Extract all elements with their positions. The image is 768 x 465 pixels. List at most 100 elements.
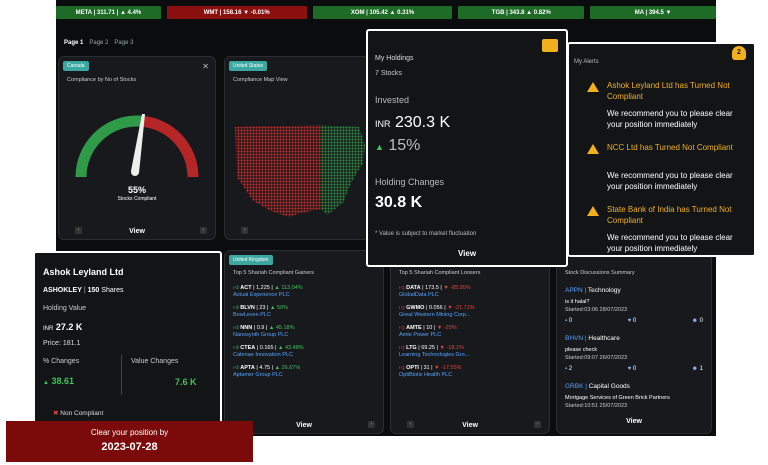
comment-icon[interactable]: ▪ (565, 318, 569, 324)
view-button[interactable]: View (457, 249, 477, 258)
view-button[interactable]: View (462, 422, 478, 429)
next-arrow-icon[interactable]: › (368, 421, 375, 428)
stock-row[interactable]: 👍︎ ACT | 1,225 | ▲ 113.04% Actual Experie… (233, 285, 303, 299)
row-symbol: APTA (240, 365, 255, 371)
thumbs-icon: 👎︎ (399, 345, 405, 351)
stock-row[interactable]: 👍︎ NNN | 0.9 | ▲ 45.18% Nanosynth Group P… (233, 325, 295, 339)
holding-value: INR 27.2 K (43, 322, 82, 332)
users-icon[interactable]: ☻ (691, 366, 700, 372)
row-price: 69.25 (421, 345, 435, 351)
ticker-item[interactable]: MA | 394.5 ▼ (590, 6, 716, 19)
holding-amount: 27.2 K (55, 322, 83, 332)
thumbs-icon: 👎︎ (399, 285, 405, 291)
row-company-name[interactable]: Learning Technologies Gro... (399, 352, 470, 358)
stock-row[interactable]: 👎︎ GWMO | 0.056 | ▼ -21.71% Great Western… (399, 305, 475, 319)
card-title: Top 5 Shariah Compliant Gainers (233, 270, 315, 276)
page-tabs: Page 1 Page 2 Page 3 (64, 40, 133, 46)
alert-headline[interactable]: State Bank of India has Turned Not Compl… (607, 205, 732, 225)
discussion-started: Started:10:51 25/07/2023 (565, 403, 628, 409)
row-company-name[interactable]: Aptamer Group PLC (233, 372, 283, 378)
row-price: 0.165 (259, 345, 274, 351)
row-quote: 👎︎ LTG | 69.25 | ▼ -18.1% (399, 345, 464, 351)
stock-row[interactable]: 👎︎ DATA | 173.5 | ▼ -85.95% GlobalData PL… (399, 285, 471, 299)
stock-row[interactable]: 👎︎ OPTI | 31 | ▼ -17.55% OptiBiotix Healt… (399, 365, 462, 379)
warning-icon (587, 206, 599, 216)
alert-headline[interactable]: NCC Ltd has Turned Not Compliant (607, 143, 733, 152)
row-quote: 👍︎ NNN | 0.9 | ▲ 45.18% (233, 325, 295, 331)
shares-label: Shares (101, 287, 124, 294)
card-title: Compliance Map View (233, 77, 288, 83)
next-arrow-icon[interactable]: › (200, 227, 207, 234)
tab-page-1[interactable]: Page 1 (64, 40, 84, 46)
stat: ☻ 1 (692, 366, 703, 372)
row-quote: 👍︎ APTA | 4.75 | ▲ 26.67% (233, 365, 301, 371)
like-icon[interactable]: ♥ (627, 366, 633, 372)
close-icon[interactable]: ✕ (202, 62, 209, 71)
prev-arrow-icon[interactable]: ‹ (75, 227, 82, 234)
row-company-name[interactable]: OptiBiotix Health PLC (399, 372, 453, 378)
like-icon[interactable]: ♥ (627, 318, 633, 324)
row-price: 10 (426, 325, 433, 331)
stock-row[interactable]: 👍︎ BLVN | 23 | ▲ 50% BowLeven PLC (233, 305, 288, 319)
thumbs-icon: 👍︎ (233, 305, 239, 311)
users-icon[interactable]: ☻ (691, 318, 700, 324)
region-chip[interactable]: United Kingdom (229, 255, 273, 265)
stat: ♥ 0 (628, 318, 637, 324)
warning-icon (587, 82, 599, 92)
stock-row[interactable]: 👍︎ CTEA | 0.165 | ▲ 43.48% Catenae Innova… (233, 345, 304, 359)
row-price: 0.056 (428, 305, 443, 311)
compliance-status: ✖ Non Compliant (53, 409, 103, 417)
view-button[interactable]: View (129, 228, 145, 235)
ticker-item[interactable]: META | 311.71 | ▲ 4.4% (56, 6, 161, 19)
prev-arrow-icon[interactable]: ‹ (241, 227, 248, 234)
row-price: 4.75 (259, 365, 271, 371)
row-price: 1,225 (256, 285, 270, 291)
discussion-heading[interactable]: APPN | Technology (565, 287, 621, 294)
ticker-item[interactable]: TGB | 343.8 ▲ 0.82% (458, 6, 585, 19)
note-text: Value is subject to market fluctuation (379, 231, 477, 237)
tab-page-2[interactable]: Page 2 (89, 40, 109, 46)
briefcase-icon[interactable] (542, 39, 558, 52)
row-company-name[interactable]: BowLeven PLC (233, 312, 271, 318)
tab-page-3[interactable]: Page 3 (114, 40, 134, 46)
row-change: ▼ -21.71% (447, 305, 475, 311)
up-arrow-icon: ▲ (43, 380, 49, 386)
holding-label: Holding Value (43, 305, 87, 312)
compliance-map-card: United States Compliance Map View ‹ (224, 56, 384, 240)
discussion-heading[interactable]: BHVN | Healthcare (565, 335, 620, 342)
stock-row[interactable]: 👎︎ LTG | 69.25 | ▼ -18.1% Learning Techno… (399, 345, 469, 359)
discussion-heading[interactable]: GRBK | Capital Goods (565, 383, 630, 390)
row-symbol: LTG (406, 345, 417, 351)
view-button[interactable]: View (626, 418, 642, 425)
row-symbol: GWMO (406, 305, 425, 311)
discussion-text: please check (565, 347, 598, 353)
stock-row[interactable]: 👎︎ AMTE | 10 | ▼ -20% Amte Power PLC (399, 325, 457, 339)
row-company-name[interactable]: GlobalData PLC (399, 292, 439, 298)
us-map (235, 125, 365, 217)
row-symbol: AMTE (406, 325, 422, 331)
card-title: Top 5 Shariah Compliant Loosers (399, 270, 481, 276)
card-title: Stock Discussions Summary (565, 270, 635, 276)
row-company-name[interactable]: Catenae Innovation PLC (233, 352, 293, 358)
invested-value: INR 230.3 K (375, 114, 450, 132)
view-button[interactable]: View (296, 422, 312, 429)
region-chip[interactable]: Canada (63, 61, 89, 71)
row-company-name[interactable]: Actual Experience PLC (233, 292, 290, 298)
ticker-item[interactable]: XOM | 105.42 ▲ 0.31% (312, 6, 453, 19)
next-arrow-icon[interactable]: › (534, 421, 541, 428)
warning-icon (587, 144, 599, 154)
stat: ☻ 0 (692, 318, 703, 324)
stock-price: Price: 181.1 (43, 340, 81, 347)
prev-arrow-icon[interactable]: ‹ (407, 421, 414, 428)
bell-icon[interactable]: 2 (732, 46, 746, 60)
comment-icon[interactable]: ▪ (565, 366, 569, 372)
clear-position-banner: Clear your position by 2023-07-28 (6, 421, 253, 462)
stock-row[interactable]: 👍︎ APTA | 4.75 | ▲ 26.67% Aptamer Group P… (233, 365, 300, 379)
region-chip[interactable]: United States (229, 61, 268, 71)
row-company-name[interactable]: Nanosynth Group PLC (233, 332, 289, 338)
discussion-symbol: APPN (565, 287, 583, 294)
row-company-name[interactable]: Great Western Mining Corp... (399, 312, 471, 318)
alert-headline[interactable]: Ashok Leyland Ltd has Turned Not Complia… (607, 81, 730, 101)
ticker-item[interactable]: WMT | 158.16 ▼ -0.01% (166, 6, 307, 19)
row-company-name[interactable]: Amte Power PLC (399, 332, 442, 338)
